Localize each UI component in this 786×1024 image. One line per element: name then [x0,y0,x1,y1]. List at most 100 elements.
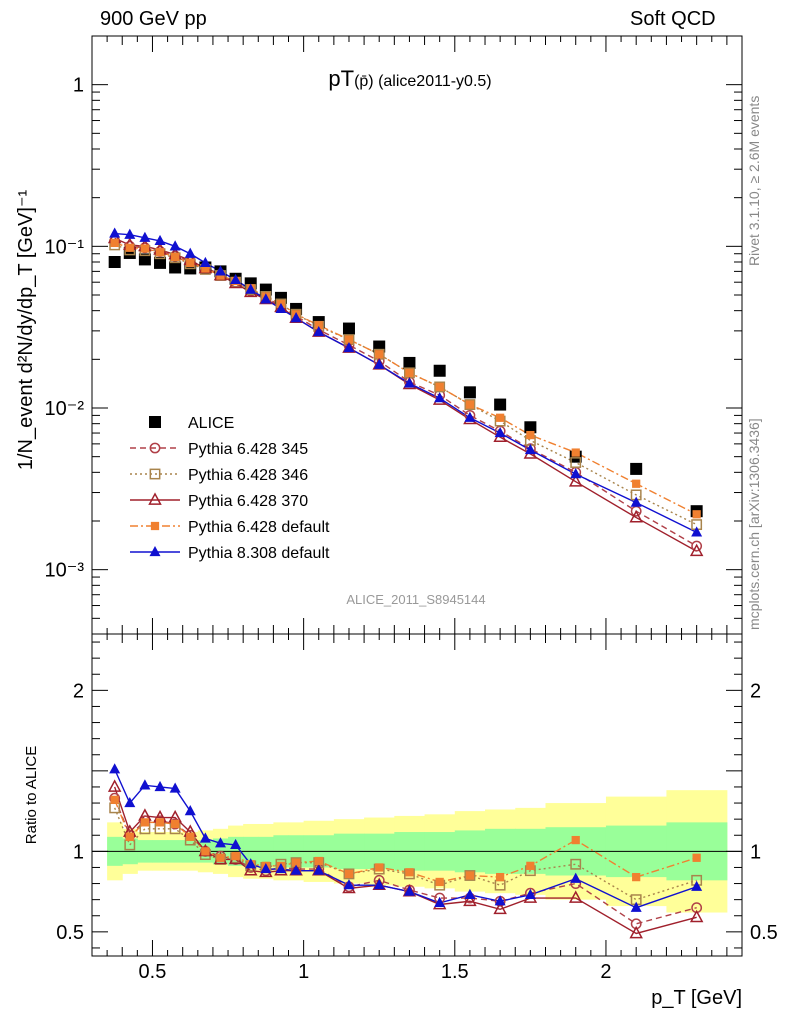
main-point-s5-1 [124,228,136,239]
ratio-point-s4-5 [184,805,196,816]
legend-marker-5 [149,545,161,557]
ratio-frame [91,633,743,957]
main-y-tick-label: 10⁻² [45,398,85,420]
main-point-s4-0 [110,238,119,248]
main-point-s5-9 [245,283,257,294]
ratio-point-s4-17 [434,896,446,907]
ratio-point-s2-23 [689,909,704,923]
legend: ALICE Pythia 6.428 345 Pythia 6.428 346 Pyt… [130,415,330,562]
ratio-point-s1-18 [464,870,476,881]
plot-title: pT(p̄) (alice2011-y0.5) [328,66,491,91]
ratio-point-s3-20 [526,861,535,870]
main-series-markers [107,227,704,557]
main-point-s5-5 [184,247,196,258]
main-point-s5-4 [169,240,181,251]
ratio-point-s2-22 [629,925,643,939]
energy-label: 900 GeV pp [100,8,207,30]
main-point-s4-7 [216,271,225,280]
ratio-point-s3-0 [110,795,119,804]
ratio-point-s4-13 [313,864,325,875]
legend-label-2: Pythia 6.428 346 [188,467,308,484]
main-point-s5-13 [313,325,325,337]
main-point-s4-1 [125,243,134,252]
main-point-s5-19 [494,426,506,438]
ratio-point-s4-9 [245,858,257,869]
ratio-point-s4-20 [524,888,536,899]
legend-marker-0 [149,416,161,428]
ratio-point-s4-7 [214,837,226,848]
main-point-s5-3 [154,234,166,246]
x-tick-label: 0.5 [139,961,167,983]
ratio-point-s4-6 [199,832,211,843]
ratio-point-s4-2 [139,779,151,790]
ratio-point-s4-22 [630,901,642,912]
ratio-y-tick-label: 2 [73,680,84,702]
ratio-series-markers [107,763,704,939]
ratio-point-s4-16 [403,885,415,896]
main-point-s3-22 [629,509,643,523]
main-point-s4-19 [496,413,505,422]
ratio-y-tick-label-right: 1 [750,841,761,863]
ratio-point-s3-5 [186,832,195,841]
main-point-s3-23 [689,543,704,557]
ratio-point-s4-15 [373,879,385,890]
ratio-point-s3-6 [201,847,210,856]
legend-marker-2 [149,468,161,480]
ratio-point-s3-15 [375,863,384,872]
ratio-point-s3-23 [692,853,701,862]
ratio-point-s3-1 [125,832,134,841]
x-axis-label: p_T [GeV] [651,987,742,1009]
main-point-s5-0 [109,227,121,238]
legend-marker-1 [149,442,161,454]
ratio-point-s3-17 [435,877,444,887]
main-point-s4-5 [186,258,195,268]
ratio-point-s3-22 [632,872,641,882]
ratio-point-s4-3 [154,780,166,792]
analysis-watermark: ALICE_2011_S8945144 [346,592,485,607]
main-point-s5-10 [260,293,272,304]
ratio-point-s3-7 [216,853,225,862]
ratio-point-s4-8 [230,838,242,850]
main-point-s0-16 [403,356,416,369]
ratio-point-s3-19 [496,872,505,882]
ratio-point-s3-21 [571,835,580,845]
main-point-s5-2 [139,231,151,242]
main-point-s0-22 [630,462,643,475]
main-point-s2-18 [464,399,476,410]
main-point-s5-22 [630,496,642,507]
ratio-point-s3-4 [171,819,180,829]
main-point-s0-18 [463,386,476,399]
main-line-series-5 [114,232,697,534]
x-tick-label: 1 [298,961,309,983]
ratio-point-s3-8 [231,852,240,861]
ratio-point-s4-1 [124,797,136,808]
ratio-point-s1-14 [343,868,355,880]
main-point-s5-8 [230,273,242,285]
main-point-s4-2 [140,244,150,253]
main-point-s4-14 [344,335,354,344]
main-y-tick-label: 10⁻¹ [45,236,85,258]
ratio-y-tick-label-right: 0.5 [750,922,778,944]
main-point-s4-4 [171,252,180,262]
ratio-point-s4-0 [109,763,121,774]
ratio-point-s2-19 [493,901,507,915]
main-point-s4-17 [435,382,444,392]
ratio-point-s2-18 [463,893,477,907]
ratio-y-tick-label-right: 2 [750,680,761,702]
main-point-s3-21 [568,474,583,487]
ratio-point-s1-21 [570,858,582,870]
ratio-point-s3-16 [405,868,414,877]
main-point-s4-21 [571,448,580,457]
main-point-s4-16 [405,368,414,377]
legend-label-1: Pythia 6.428 345 [188,441,308,458]
main-point-s5-17 [434,392,446,403]
ratio-point-s2-9 [243,863,258,876]
ratio-point-s3-2 [140,818,150,827]
main-point-s5-23 [691,526,703,537]
legend-marker-4 [150,521,160,531]
legend-label-0: ALICE [188,415,234,432]
ratio-point-s4-11 [275,863,287,874]
ratio-point-s3-3 [155,818,165,827]
